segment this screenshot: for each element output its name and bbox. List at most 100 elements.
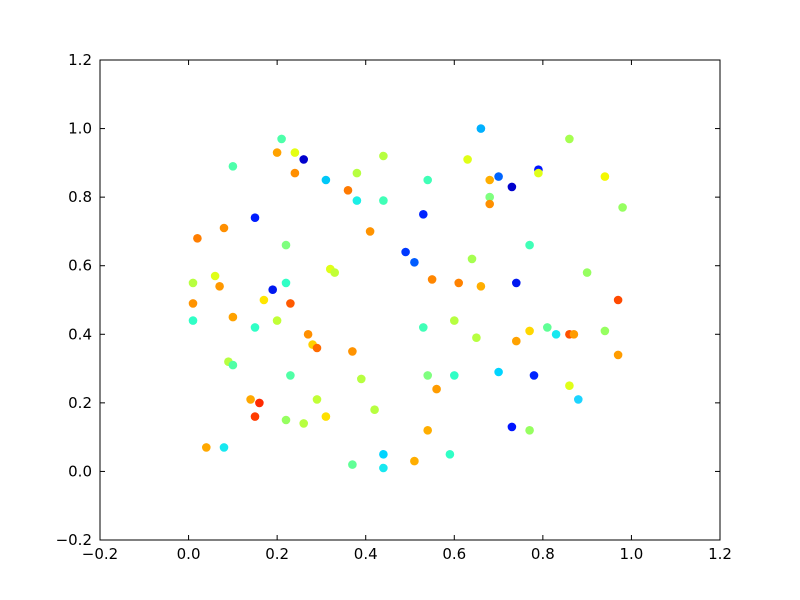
scatter-point: [246, 395, 255, 404]
scatter-point: [401, 247, 410, 257]
y-tick-label: −0.2: [56, 531, 92, 549]
scatter-point: [259, 295, 269, 305]
scatter-point: [281, 415, 291, 425]
scatter-point: [525, 426, 534, 435]
scatter-point: [613, 295, 623, 305]
scatter-point: [312, 343, 322, 353]
scatter-point: [450, 371, 459, 380]
scatter-point: [618, 203, 627, 212]
scatter-point: [272, 316, 282, 325]
y-tick-label: 0.6: [68, 257, 92, 275]
scatter-point: [193, 234, 202, 243]
y-tick-label: 0.0: [68, 462, 92, 480]
scatter-point: [565, 381, 574, 391]
scatter-point: [565, 134, 574, 144]
scatter-point: [613, 350, 623, 360]
scatter-point: [423, 426, 433, 435]
scatter-point: [228, 360, 238, 370]
scatter-point: [476, 124, 486, 133]
scatter-point: [357, 374, 366, 384]
scatter-point: [410, 258, 419, 267]
scatter-point: [365, 227, 375, 236]
scatter-point: [370, 405, 379, 415]
scatter-point: [343, 186, 353, 195]
scatter-point: [419, 323, 428, 332]
scatter-point: [352, 196, 362, 205]
scatter-point: [290, 168, 300, 178]
scatter-point: [379, 151, 388, 161]
scatter-point: [277, 134, 286, 144]
scatter-point: [419, 210, 428, 219]
scatter-point: [379, 196, 388, 205]
scatter-point: [450, 316, 459, 325]
scatter-point: [467, 254, 477, 264]
scatter-point: [600, 172, 610, 181]
scatter-point: [348, 347, 357, 356]
scatter-point: [472, 333, 481, 343]
y-tick-label: 1.2: [68, 51, 92, 69]
scatter-point: [219, 443, 229, 452]
scatter-point: [250, 323, 260, 332]
x-tick-label: 0.4: [354, 545, 378, 563]
x-tick-labels: −0.2 0.0 0.2 0.4 0.6 0.8 1.0 1.2: [82, 545, 732, 563]
scatter-point: [445, 450, 455, 459]
scatter-point: [512, 278, 521, 288]
scatter-point: [228, 312, 238, 322]
scatter-point: [210, 271, 220, 281]
scatter-point: [423, 175, 433, 185]
scatter-point: [507, 182, 517, 192]
scatter-point: [272, 148, 282, 157]
scatter-point: [529, 371, 539, 380]
scatter-point: [600, 326, 610, 336]
scatter-point: [321, 412, 331, 421]
scatter-point: [494, 172, 503, 181]
scatter-point: [485, 175, 495, 185]
scatter-point: [525, 326, 534, 336]
scatter-point: [574, 395, 583, 404]
scatter-point: [219, 223, 229, 233]
scatter-point: [250, 213, 260, 222]
scatter-point: [215, 282, 224, 291]
scatter-point: [290, 148, 300, 157]
scatter-point: [228, 162, 238, 171]
scatter-point: [250, 412, 260, 421]
scatter-point: [507, 422, 517, 432]
scatter-point: [321, 175, 331, 185]
scatter-point: [348, 460, 357, 469]
scatter-point: [534, 168, 543, 178]
scatter-point: [582, 268, 592, 277]
y-tick-label: 0.8: [68, 188, 92, 206]
y-tick-label: 0.4: [68, 325, 92, 343]
x-tick-label: −0.2: [82, 545, 118, 563]
data-points: [188, 124, 627, 473]
scatter-point: [188, 316, 198, 325]
y-tick-label: 0.2: [68, 394, 92, 412]
y-tick-label: 1.0: [68, 120, 92, 138]
x-tick-label: 0.0: [177, 545, 201, 563]
scatter-point: [188, 299, 198, 308]
scatter-point: [485, 192, 495, 202]
scatter-point: [299, 419, 309, 428]
scatter-point: [379, 450, 388, 459]
scatter-point: [410, 456, 419, 466]
y-tick-labels: −0.2 0.0 0.2 0.4 0.6 0.8 1.0 1.2: [56, 51, 92, 549]
scatter-point: [485, 199, 495, 209]
scatter-point: [454, 278, 464, 288]
scatter-point: [423, 371, 433, 380]
scatter-point: [299, 155, 309, 164]
scatter-point: [432, 384, 441, 394]
scatter-point: [281, 240, 291, 250]
plot-frame: [99, 59, 721, 541]
scatter-point: [427, 275, 437, 284]
x-tick-label: 1.0: [619, 545, 643, 563]
scatter-point: [569, 330, 579, 339]
scatter-point: [330, 268, 340, 277]
scatter-point: [286, 371, 295, 380]
scatter-point: [463, 155, 472, 164]
scatter-point: [202, 443, 211, 452]
scatter-point: [352, 168, 362, 178]
scatter-point: [543, 323, 552, 332]
scatter-point: [255, 398, 264, 408]
scatter-point: [476, 282, 486, 291]
